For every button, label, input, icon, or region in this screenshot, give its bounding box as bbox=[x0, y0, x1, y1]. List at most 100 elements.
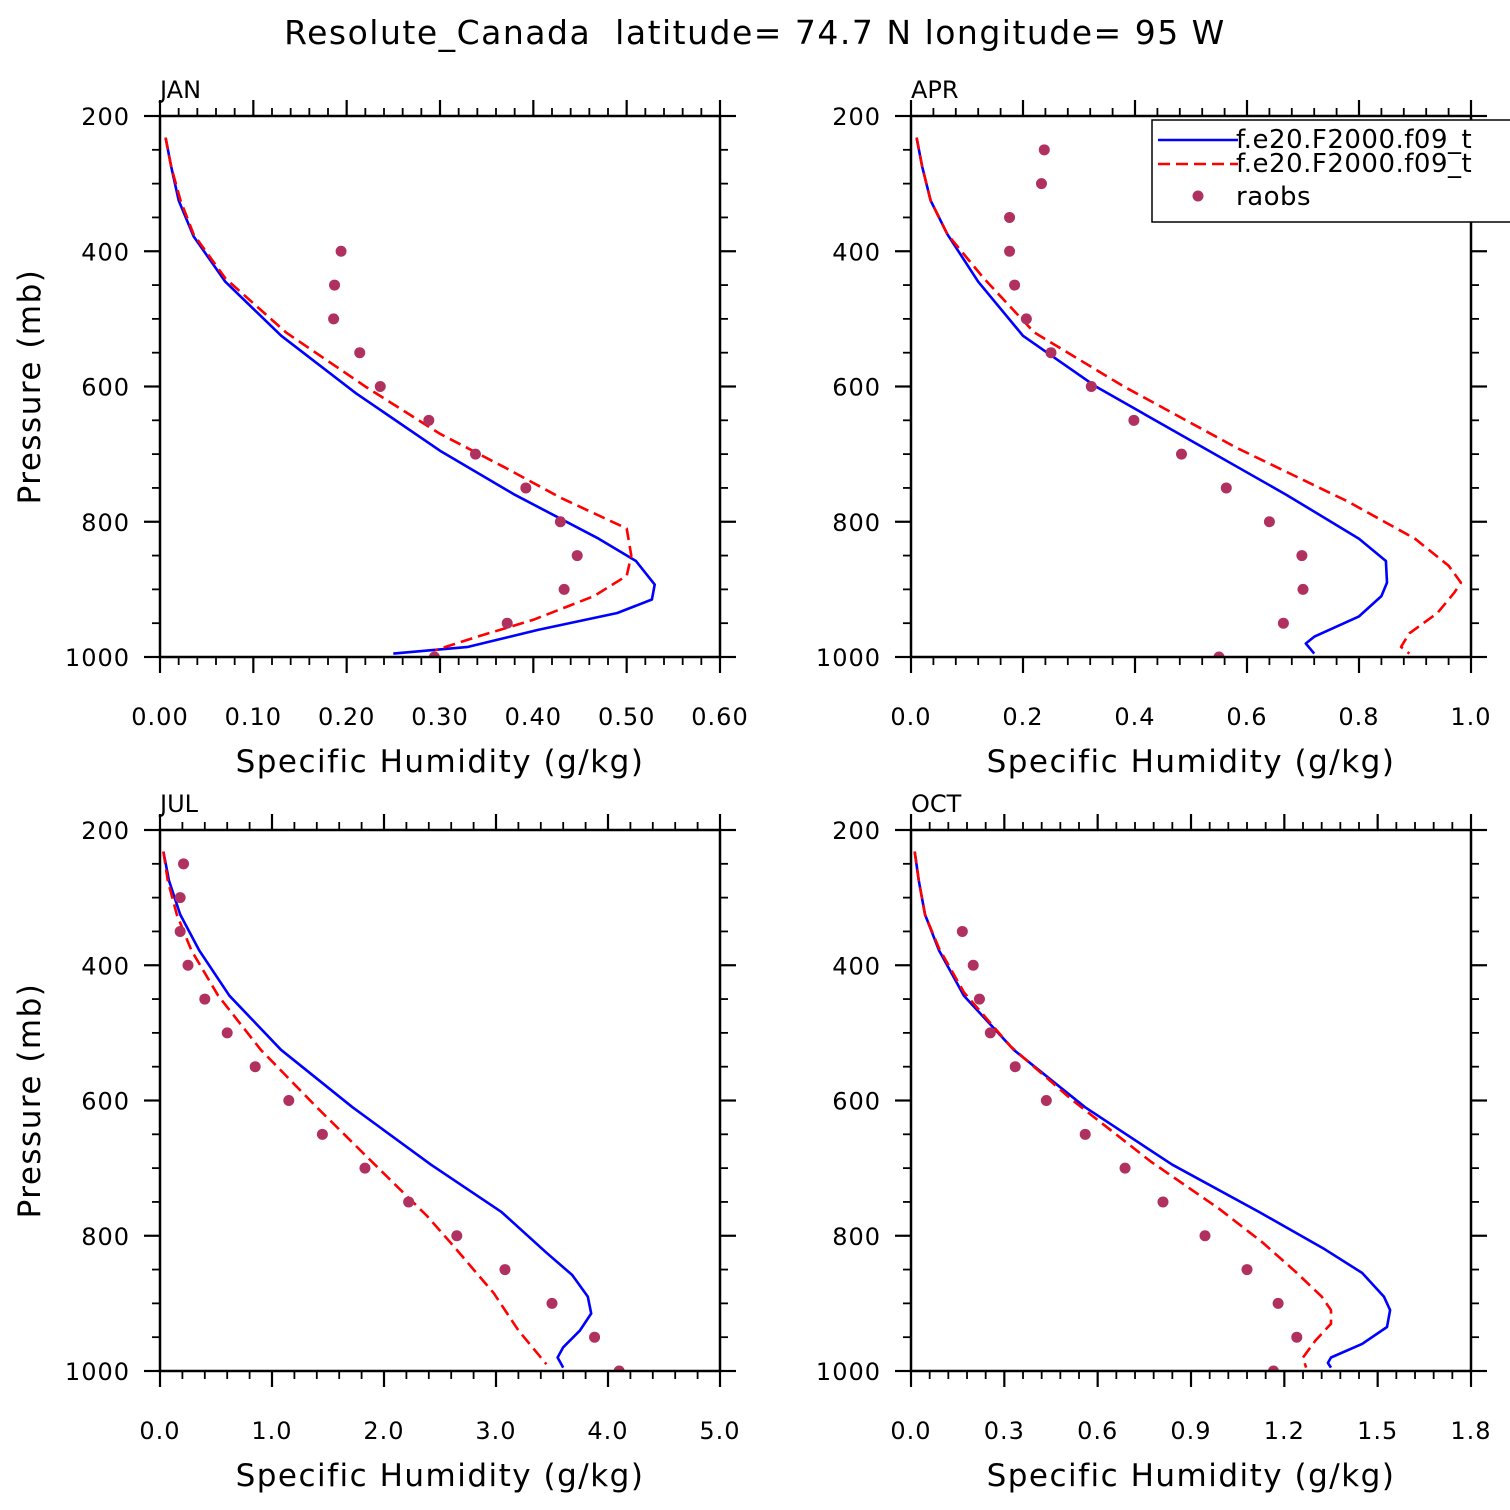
panel-apr: APR 0.0 0.2 0.4 0.6 0.8 1.0 200 400 600 800 1000 Spe… bbox=[816, 76, 1491, 780]
raobs-point bbox=[359, 1162, 371, 1174]
raobs-point bbox=[1297, 583, 1309, 595]
y-tick-label: 800 bbox=[832, 509, 881, 537]
y-tick-label: 400 bbox=[832, 952, 881, 980]
x-tick-label: 0.0 bbox=[139, 1417, 180, 1445]
legend-entry-label: f.e20.F2000.f09_t bbox=[1236, 149, 1472, 179]
y-tick-label: 600 bbox=[81, 1088, 130, 1116]
raobs-point bbox=[1035, 178, 1047, 190]
raobs-point bbox=[182, 959, 194, 971]
panels: JAN 0.00 0.10 0.20 0.30 0.40 0.50 0.60 200 400 600… bbox=[12, 76, 1510, 1494]
raobs-point bbox=[554, 516, 566, 528]
legend-entry-label: raobs bbox=[1236, 182, 1311, 212]
panel-oct: OCT 0.0 0.3 0.6 0.9 1.2 1.5 1.8 200 400 600 800 1000… bbox=[816, 790, 1491, 1494]
y-tick-label: 200 bbox=[81, 103, 130, 131]
y-tick-label: 400 bbox=[832, 238, 881, 266]
raobs-point bbox=[1020, 313, 1032, 325]
raobs-point bbox=[1213, 651, 1225, 657]
y-tick-label: 1000 bbox=[816, 1358, 881, 1386]
raobs-point bbox=[1175, 448, 1187, 460]
raobs-point bbox=[335, 245, 347, 257]
raobs-point bbox=[1220, 482, 1232, 494]
panel-label: OCT bbox=[911, 790, 962, 818]
raobs-point bbox=[558, 583, 570, 595]
raobs-point bbox=[1277, 617, 1289, 629]
raobs-point bbox=[423, 414, 435, 426]
x-tick-label: 1.2 bbox=[1264, 1417, 1305, 1445]
y-tick-label: 600 bbox=[832, 374, 881, 402]
y-tick-label: 800 bbox=[81, 509, 130, 537]
raobs-point bbox=[1272, 1297, 1284, 1309]
raobs-point bbox=[354, 347, 366, 359]
raobs-point bbox=[174, 925, 186, 937]
raobs-point bbox=[1267, 1365, 1279, 1371]
raobs-point bbox=[1157, 1196, 1169, 1208]
legend-box bbox=[1151, 119, 1510, 223]
x-tick-label: 0.4 bbox=[1114, 703, 1155, 731]
raobs-point bbox=[967, 959, 979, 971]
y-tick-label: 200 bbox=[81, 817, 130, 845]
raobs-point bbox=[428, 651, 440, 657]
raobs-point bbox=[571, 550, 583, 562]
x-tick-label: 1.5 bbox=[1357, 1417, 1398, 1445]
x-tick-label: 0.9 bbox=[1170, 1417, 1211, 1445]
x-tick-label: 0.0 bbox=[890, 1417, 931, 1445]
plot-area bbox=[164, 137, 656, 657]
raobs-point bbox=[328, 313, 340, 325]
x-tick-label: 0.3 bbox=[984, 1417, 1025, 1445]
raobs-point bbox=[403, 1196, 415, 1208]
x-tick-label: 0.6 bbox=[1226, 703, 1267, 731]
series-line-model-1 bbox=[162, 851, 593, 1369]
series-line-model-1 bbox=[164, 137, 656, 655]
plot-area bbox=[915, 137, 1463, 657]
raobs-point bbox=[546, 1297, 558, 1309]
series-line-model-2 bbox=[164, 137, 633, 652]
raobs-point bbox=[1009, 279, 1021, 291]
raobs-point bbox=[501, 617, 513, 629]
y-tick-label: 200 bbox=[832, 103, 881, 131]
raobs-point bbox=[249, 1061, 261, 1073]
x-axis-label: Specific Humidity (g/kg) bbox=[987, 1458, 1396, 1494]
axes-frame bbox=[158, 114, 722, 659]
raobs-point bbox=[956, 925, 968, 937]
x-tick-label: 1.0 bbox=[1450, 703, 1491, 731]
y-tick-label: 1000 bbox=[65, 1358, 130, 1386]
y-tick-label: 800 bbox=[832, 1223, 881, 1251]
x-tick-label: 0.6 bbox=[1077, 1417, 1118, 1445]
x-axis-label: Specific Humidity (g/kg) bbox=[236, 744, 645, 780]
x-tick-label: 0.60 bbox=[691, 703, 748, 731]
x-tick-label: 5.0 bbox=[699, 1417, 740, 1445]
panel-jul: JUL 0.0 1.0 2.0 3.0 4.0 5.0 200 400 600 800 1000 Spe… bbox=[12, 790, 740, 1494]
panel-label: APR bbox=[911, 76, 959, 104]
y-tick-label: 1000 bbox=[816, 644, 881, 672]
plot-area bbox=[913, 851, 1392, 1371]
x-axis-label: Specific Humidity (g/kg) bbox=[236, 1458, 645, 1494]
panel-label: JUL bbox=[158, 790, 199, 818]
raobs-point bbox=[1009, 1061, 1021, 1073]
x-tick-label: 1.8 bbox=[1450, 1417, 1491, 1445]
y-tick-label: 600 bbox=[81, 374, 130, 402]
raobs-point bbox=[1079, 1128, 1091, 1140]
legend-swatch-raobs bbox=[1192, 190, 1204, 202]
x-tick-label: 4.0 bbox=[587, 1417, 628, 1445]
raobs-point bbox=[1199, 1230, 1211, 1242]
legend-entry-label: f.e20.F2000.f09_t bbox=[1236, 125, 1472, 155]
raobs-point bbox=[499, 1264, 511, 1276]
raobs-point bbox=[469, 448, 481, 460]
raobs-point bbox=[1004, 211, 1016, 223]
x-tick-label: 0.0 bbox=[890, 703, 931, 731]
raobs-point bbox=[1291, 1331, 1303, 1343]
raobs-point bbox=[973, 993, 985, 1005]
raobs-point bbox=[316, 1128, 328, 1140]
raobs-point bbox=[283, 1095, 295, 1106]
series-line-model-1 bbox=[913, 851, 1392, 1369]
raobs-point bbox=[221, 1027, 233, 1039]
raobs-point bbox=[1241, 1264, 1253, 1276]
raobs-point bbox=[1128, 414, 1140, 426]
x-tick-label: 0.10 bbox=[225, 703, 282, 731]
x-axis-label: Specific Humidity (g/kg) bbox=[987, 744, 1396, 780]
y-tick-label: 600 bbox=[832, 1088, 881, 1116]
raobs-point bbox=[589, 1331, 601, 1343]
panel-label: JAN bbox=[158, 76, 201, 104]
series-line-model-1 bbox=[915, 137, 1389, 655]
raobs-point bbox=[1296, 550, 1308, 562]
